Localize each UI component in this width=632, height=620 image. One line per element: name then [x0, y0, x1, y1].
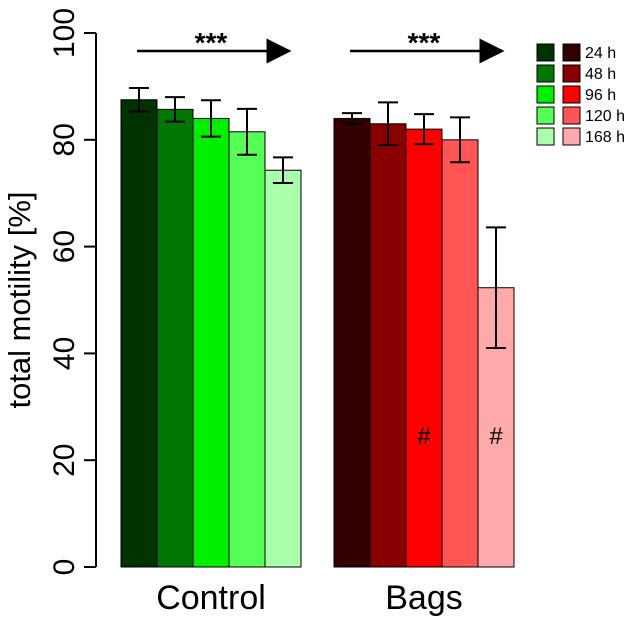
y-tick-label: 40	[48, 337, 81, 370]
bar-control-120h	[228, 131, 266, 568]
y-tick-label: 80	[48, 123, 81, 156]
significance-stars: ***	[195, 27, 228, 58]
bar-control-168h	[264, 169, 302, 568]
y-tick-label: 60	[48, 230, 81, 263]
legend-swatch-control	[536, 43, 555, 62]
legend-swatch-control	[536, 127, 555, 146]
legend-swatch-bags	[562, 64, 581, 83]
bar-control-48h	[156, 108, 194, 568]
legend-swatch-bags	[562, 127, 581, 146]
legend-swatch-control	[536, 106, 555, 125]
y-axis: 0 20 40 60 80 100	[48, 8, 97, 576]
bar-control-24h	[120, 99, 158, 568]
legend-label: 96 h	[585, 87, 616, 104]
bar-bags-96h	[405, 128, 443, 568]
error-bars	[129, 87, 506, 350]
x-group-label: Control	[156, 579, 266, 617]
legend-swatch-bags	[562, 43, 581, 62]
y-tick-label: 100	[48, 8, 81, 58]
significance-mark: #	[489, 423, 503, 450]
bar-bags-120h	[441, 139, 479, 568]
y-tick-label: 0	[48, 559, 81, 576]
legend-swatch-bags	[562, 85, 581, 104]
y-axis-label: total motility [%]	[2, 191, 37, 408]
significance-stars: ***	[408, 27, 441, 58]
legend-swatch-bags	[562, 106, 581, 125]
legend: 24 h 48 h 96 h 120 h 168 h	[536, 43, 625, 146]
significance-mark: #	[417, 423, 431, 450]
bar-bags-24h	[333, 117, 371, 568]
legend-label: 120 h	[585, 108, 625, 125]
bar-control-96h	[192, 117, 230, 568]
legend-label: 168 h	[585, 129, 625, 146]
group-labels: Control Bags	[156, 579, 463, 617]
legend-swatch-control	[536, 64, 555, 83]
bars	[120, 99, 515, 568]
x-group-label: Bags	[385, 579, 463, 617]
y-tick-label: 20	[48, 444, 81, 477]
legend-label: 48 h	[585, 66, 616, 83]
bar-bags-48h	[369, 123, 407, 568]
legend-swatch-control	[536, 85, 555, 104]
legend-label: 24 h	[585, 45, 616, 62]
annotations: *** # # ***	[137, 27, 505, 450]
